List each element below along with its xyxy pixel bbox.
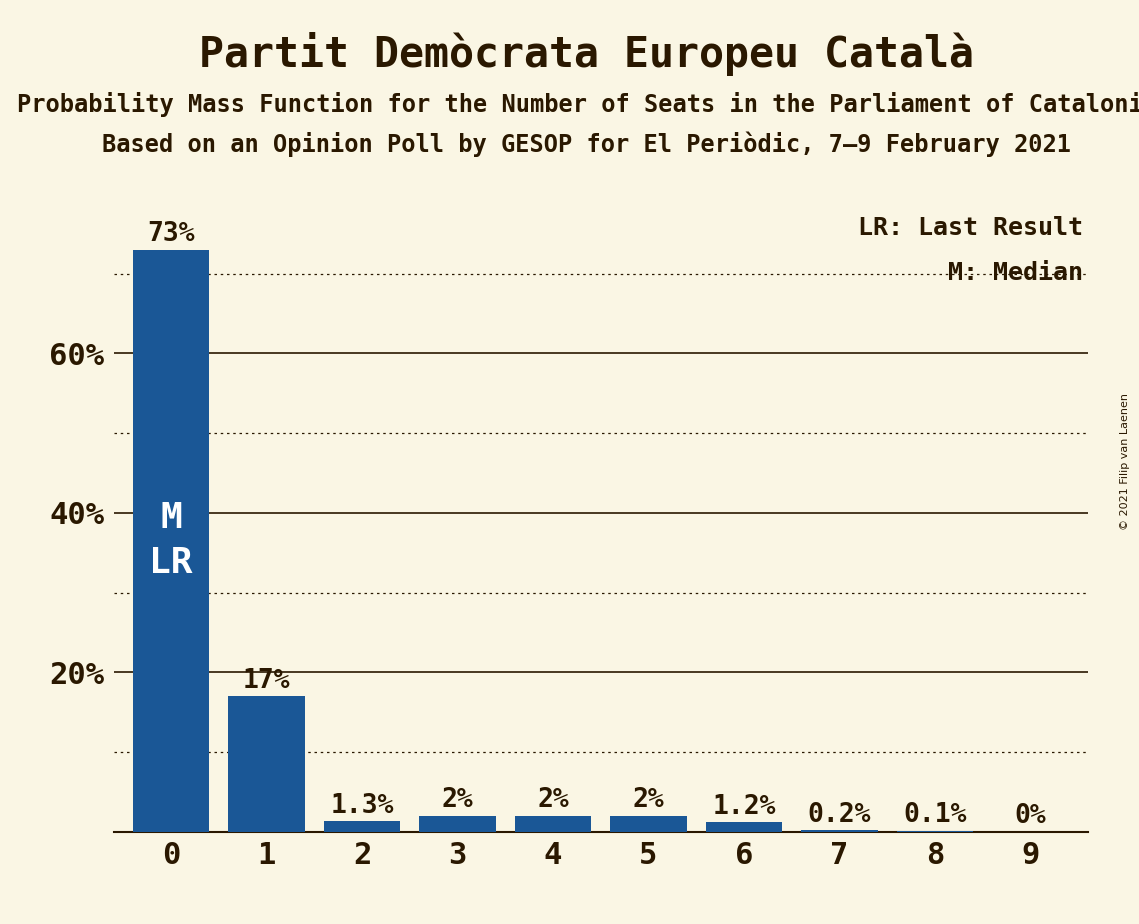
Text: 73%: 73% xyxy=(147,222,195,248)
Text: LR: Last Result: LR: Last Result xyxy=(858,216,1083,240)
Text: 2%: 2% xyxy=(632,787,664,813)
Bar xyxy=(323,821,400,832)
Text: 0.1%: 0.1% xyxy=(903,802,967,829)
Text: 1.3%: 1.3% xyxy=(330,793,394,819)
Text: 0.2%: 0.2% xyxy=(808,802,871,828)
Text: Partit Demòcrata Europeu Català: Partit Demòcrata Europeu Català xyxy=(199,32,974,77)
Text: 0%: 0% xyxy=(1015,803,1047,829)
Bar xyxy=(133,249,210,832)
Bar xyxy=(706,822,782,832)
Text: 2%: 2% xyxy=(442,787,474,813)
Text: M: Median: M: Median xyxy=(948,261,1083,285)
Text: Probability Mass Function for the Number of Seats in the Parliament of Catalonia: Probability Mass Function for the Number… xyxy=(17,92,1139,117)
Text: 17%: 17% xyxy=(243,668,290,694)
Text: Based on an Opinion Poll by GESOP for El Periòdic, 7–9 February 2021: Based on an Opinion Poll by GESOP for El… xyxy=(103,131,1071,157)
Text: M
LR: M LR xyxy=(149,502,192,580)
Bar xyxy=(802,830,878,832)
Bar xyxy=(515,816,591,832)
Bar xyxy=(611,816,687,832)
Bar xyxy=(419,816,495,832)
Text: 1.2%: 1.2% xyxy=(712,794,776,820)
Bar xyxy=(229,696,305,832)
Text: 2%: 2% xyxy=(538,787,570,813)
Text: © 2021 Filip van Laenen: © 2021 Filip van Laenen xyxy=(1121,394,1130,530)
